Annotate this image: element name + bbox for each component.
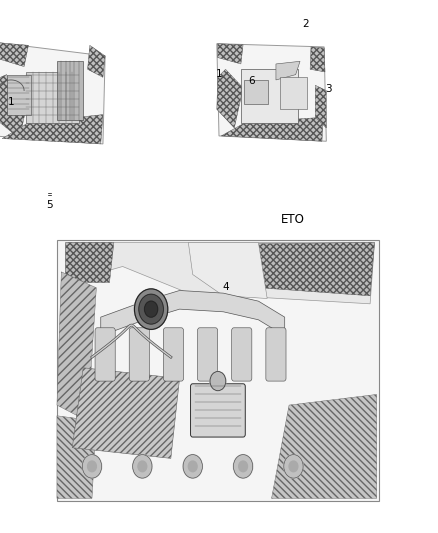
Circle shape [233, 455, 253, 478]
FancyBboxPatch shape [266, 328, 286, 381]
Polygon shape [218, 44, 243, 64]
Bar [241, 69, 298, 123]
Circle shape [88, 461, 96, 472]
Polygon shape [0, 43, 105, 144]
Text: 4: 4 [222, 282, 229, 292]
Polygon shape [66, 243, 114, 282]
Polygon shape [315, 85, 326, 128]
Circle shape [82, 455, 102, 478]
Bar [280, 77, 307, 109]
FancyBboxPatch shape [95, 328, 115, 381]
FancyBboxPatch shape [198, 328, 218, 381]
FancyBboxPatch shape [129, 328, 149, 381]
Circle shape [134, 289, 168, 329]
Circle shape [133, 455, 152, 478]
Circle shape [289, 461, 298, 472]
FancyBboxPatch shape [191, 384, 245, 437]
Bar [57, 61, 83, 120]
Text: 2: 2 [302, 19, 309, 29]
Polygon shape [101, 290, 285, 336]
Bar [244, 80, 268, 104]
Text: 6: 6 [248, 76, 255, 86]
Circle shape [284, 455, 303, 478]
Polygon shape [217, 44, 326, 141]
Polygon shape [221, 117, 323, 141]
Polygon shape [272, 394, 377, 498]
Polygon shape [310, 47, 325, 72]
Text: ETO: ETO [281, 213, 304, 226]
Text: 3: 3 [325, 84, 332, 94]
Text: 5: 5 [46, 200, 53, 210]
Circle shape [188, 461, 197, 472]
Polygon shape [72, 368, 180, 458]
Text: 1: 1 [215, 69, 223, 78]
FancyBboxPatch shape [163, 328, 184, 381]
Polygon shape [2, 115, 103, 144]
Polygon shape [57, 416, 96, 498]
Polygon shape [57, 272, 96, 421]
Circle shape [239, 461, 247, 472]
Polygon shape [0, 43, 28, 67]
Circle shape [138, 461, 147, 472]
Bar [26, 72, 79, 123]
Polygon shape [217, 69, 243, 128]
Circle shape [183, 455, 202, 478]
Polygon shape [0, 75, 26, 139]
Text: 1: 1 [7, 98, 14, 107]
Bar [7, 75, 31, 115]
Circle shape [139, 294, 163, 324]
Polygon shape [88, 45, 105, 77]
Polygon shape [188, 243, 267, 298]
Polygon shape [66, 243, 374, 304]
Circle shape [145, 301, 158, 317]
FancyBboxPatch shape [232, 328, 252, 381]
Circle shape [210, 372, 226, 391]
Polygon shape [276, 61, 300, 80]
Polygon shape [219, 243, 374, 296]
Bar [57, 240, 379, 501]
